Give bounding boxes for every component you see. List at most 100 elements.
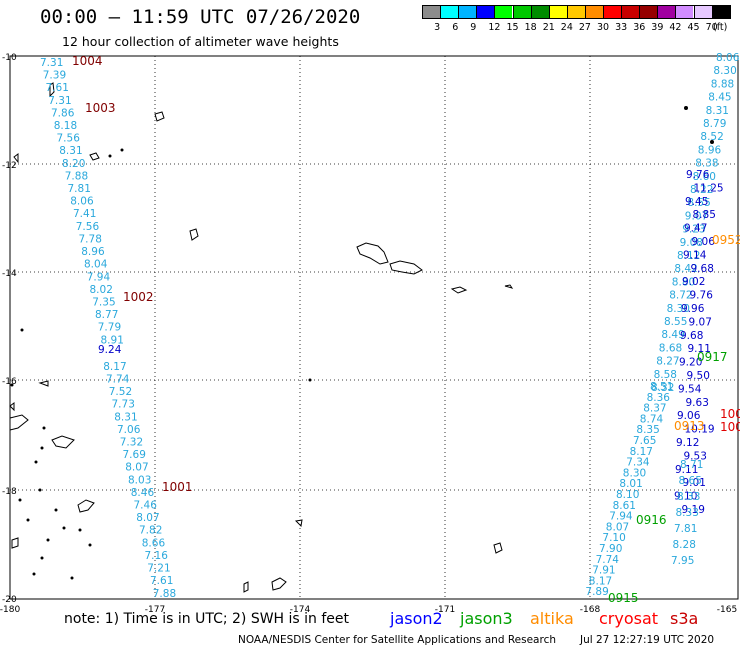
wave-height-label: 8.06: [716, 52, 740, 64]
wave-height-label: 9.11: [688, 343, 711, 355]
wave-height-label: 9.53: [684, 450, 707, 462]
wave-height-label: 7.94: [87, 271, 111, 283]
wave-height-label: 7.31: [40, 57, 63, 69]
colorbar-label: 33: [615, 22, 628, 33]
wave-height-label: 9.06: [692, 236, 716, 248]
wave-height-label: 7.79: [98, 322, 121, 334]
wave-height-label: 7.56: [57, 133, 81, 145]
wave-height-label: 9.14: [683, 249, 707, 261]
wave-height-label: 8.79: [703, 118, 726, 130]
wave-height-label: 8.80: [672, 276, 695, 288]
wave-height-label: 7.88: [65, 170, 88, 182]
wave-height-label: 7.73: [112, 399, 135, 411]
wave-height-label: 7.39: [43, 70, 66, 82]
wave-height-label: 8.52: [700, 131, 723, 143]
wave-height-label: 8.12: [677, 250, 700, 262]
axis-labels: -180 -177 -174 -171 -168 -165 -10 -12 -1…: [0, 53, 737, 615]
colorbar-label: 9: [470, 22, 477, 33]
wave-height-label: 9.12: [676, 437, 699, 449]
wave-height-label: 7.16: [145, 550, 169, 562]
wave-height-label: 8.33: [677, 491, 700, 503]
colorbar-label: 3: [434, 22, 441, 33]
plot-frame: [9, 55, 739, 600]
colorbar-swatch: [566, 5, 585, 19]
wave-height-label: 7.06: [117, 424, 141, 436]
wave-height-label: 9.63: [686, 397, 709, 409]
wave-height-label: 7.61: [46, 82, 69, 94]
x-tick-label: -174: [290, 605, 311, 615]
wave-height-label: 8.58: [654, 369, 677, 381]
colorbar-swatch: [494, 5, 513, 19]
wave-height-label: 9.19: [682, 504, 705, 516]
wave-height-label: 7.65: [633, 435, 656, 447]
chart-subtitle: 12 hour collection of altimeter wave hei…: [62, 34, 339, 49]
colorbar-label: 15: [506, 22, 519, 33]
cycle-label: 0917: [697, 350, 728, 364]
wave-height-label: 9.68: [691, 263, 714, 275]
coastlines: [9, 82, 514, 593]
wave-height-label: 7.10: [602, 532, 625, 544]
wave-height-label: 7.34: [626, 457, 650, 469]
wave-height-label: 7.82: [139, 525, 162, 537]
pressure-label: 1004: [72, 54, 103, 68]
generated-time: Jul 27 12:27:19 UTC 2020: [580, 634, 715, 646]
wave-height-label: 9.68: [680, 330, 703, 342]
wave-height-label: 11.25: [694, 182, 724, 194]
wave-height-label: 8.35: [636, 424, 659, 436]
colorbar-swatch: [458, 5, 477, 19]
cycle-label: 0913: [674, 419, 705, 433]
pressure-label: 1001: [162, 480, 193, 494]
colorbar-label: 70: [705, 22, 718, 33]
legend-jason3: jason3: [460, 609, 513, 628]
wave-height-label: 7.91: [592, 565, 615, 577]
wave-height-label: 7.69: [123, 449, 146, 461]
colorbar-label: 30: [597, 22, 610, 33]
chart-title: 00:00 – 11:59 UTC 07/26/2020: [40, 6, 361, 28]
colorbar-label: 21: [542, 22, 555, 33]
wave-height-label: 8.96: [81, 246, 105, 258]
wave-height-label: 8.03: [128, 474, 151, 486]
wave-height-label: 8.07: [606, 521, 629, 533]
wave-height-label: 8.46: [131, 487, 155, 499]
colorbar-swatch: [530, 5, 549, 19]
wave-height-label: 9.24: [98, 344, 122, 356]
colorbar-unit: (ft): [713, 22, 728, 33]
wave-height-label: 7.61: [150, 575, 173, 587]
wave-height-label: 8.06: [70, 196, 94, 208]
legend-cryosat: cryosat: [599, 609, 659, 628]
x-tick-label: -165: [717, 605, 737, 615]
pressure-label: 1003: [720, 407, 740, 421]
wave-height-label: 8.55: [664, 316, 687, 328]
colorbar-swatch: [603, 5, 622, 19]
colorbar-frame: [422, 5, 731, 19]
wave-height-label: 8.01: [619, 478, 642, 490]
wave-height-label: 7.94: [609, 511, 633, 523]
small-islands: [10, 106, 714, 580]
colorbar-label: 42: [669, 22, 682, 33]
colorbar-swatch: [657, 5, 676, 19]
wave-height-label: 8.66: [142, 537, 166, 549]
x-tick-label: -168: [580, 605, 601, 615]
wave-height-label: 7.35: [92, 296, 115, 308]
wave-height-label: 9.20: [679, 357, 702, 369]
wave-height-label: 8.36: [647, 392, 671, 404]
wave-height-label: 8.32: [651, 382, 674, 394]
wave-height-label: 9.45: [685, 196, 708, 208]
pressure-label: 1003: [85, 101, 116, 115]
colorbar-label: 6: [452, 22, 459, 33]
cycle-label: 0915: [608, 591, 639, 605]
colorbar-swatch: [675, 5, 694, 19]
y-tick-label: -12: [2, 161, 17, 171]
colorbar-swatch: [621, 5, 640, 19]
cycle-label: 0952: [712, 233, 740, 247]
wave-height-label: 8.85: [693, 209, 716, 221]
wave-height-label: 8.91: [101, 334, 124, 346]
colorbar-label: 36: [633, 22, 646, 33]
wave-height-label: 8.31: [706, 105, 729, 117]
wave-height-label: 7.81: [674, 523, 697, 535]
wave-height-label: 9.07: [685, 210, 708, 222]
wave-height-label: 9.76: [686, 169, 710, 181]
wave-height-label: 10.19: [685, 424, 715, 436]
legend-altika: altika: [530, 609, 574, 628]
